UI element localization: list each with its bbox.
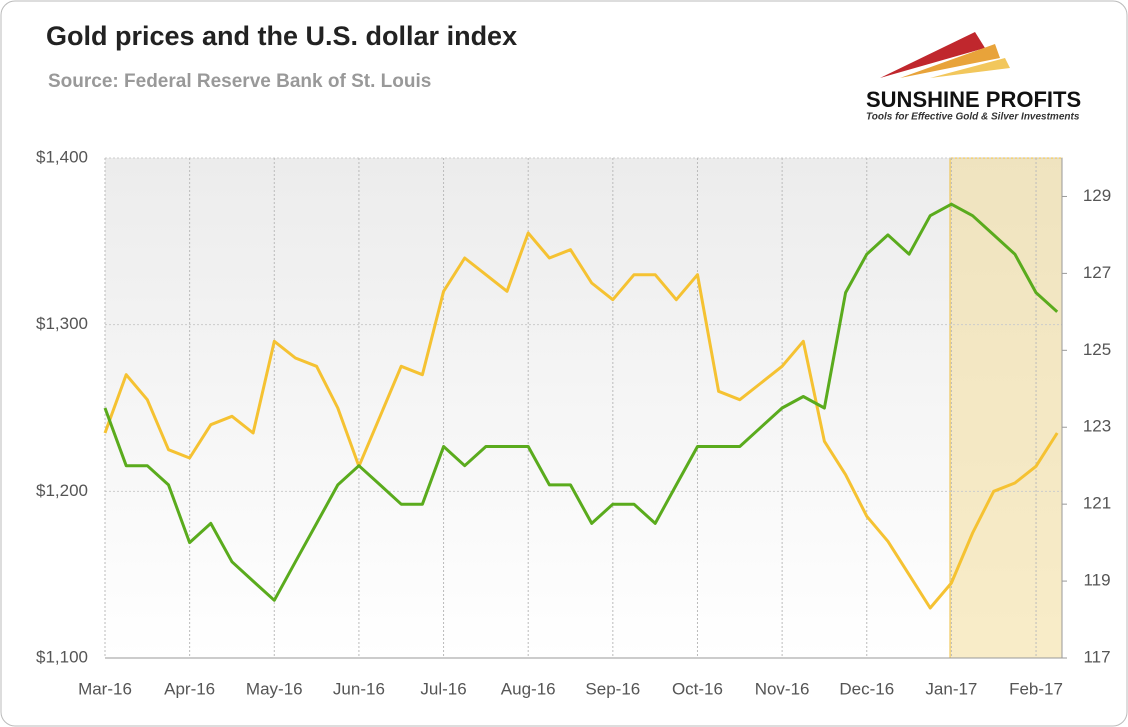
plot-area [105, 158, 1062, 658]
x-tick-label: Feb-17 [1009, 679, 1063, 698]
y2-tick-label: 123 [1083, 417, 1111, 436]
y2-tick-label: 117 [1083, 647, 1110, 666]
x-tick-label: Mar-16 [78, 679, 132, 698]
logo-swoosh [880, 32, 985, 78]
y-tick-label: $1,400 [36, 147, 88, 166]
x-tick-label: Jun-16 [333, 679, 385, 698]
chart-title: Gold prices and the U.S. dollar index [46, 21, 517, 51]
y2-tick-label: 119 [1083, 571, 1110, 590]
highlight-band [949, 157, 1063, 659]
y-tick-label: $1,100 [36, 647, 88, 666]
y-tick-label: $1,200 [36, 481, 88, 500]
x-tick-label: Jul-16 [420, 679, 466, 698]
logo-tagline: Tools for Effective Gold & Silver Invest… [866, 112, 1080, 123]
x-tick-label: Dec-16 [839, 679, 894, 698]
x-tick-label: Oct-16 [672, 679, 723, 698]
y2-tick-label: 127 [1083, 263, 1111, 282]
y2-tick-label: 125 [1083, 340, 1111, 359]
series-line [103, 231, 1059, 610]
y-tick-label: $1,300 [36, 314, 88, 333]
x-tick-label: Nov-16 [755, 679, 810, 698]
x-tick-label: Apr-16 [164, 679, 215, 698]
y2-tick-label: 129 [1083, 186, 1111, 205]
x-tick-label: May-16 [246, 679, 303, 698]
logo: SUNSHINE PROFITS Tools for Effective Gol… [866, 32, 1081, 123]
logo-name: SUNSHINE PROFITS [866, 87, 1081, 112]
x-tick-label: Aug-16 [501, 679, 556, 698]
y2-tick-label: 121 [1083, 494, 1111, 513]
logo-swoosh [930, 58, 1010, 78]
x-tick-label: Jan-17 [925, 679, 977, 698]
x-tick-label: Sep-16 [585, 679, 640, 698]
logo-swoosh [900, 44, 1000, 78]
series-line [103, 202, 1059, 602]
chart-subtitle: Source: Federal Reserve Bank of St. Loui… [48, 71, 431, 92]
